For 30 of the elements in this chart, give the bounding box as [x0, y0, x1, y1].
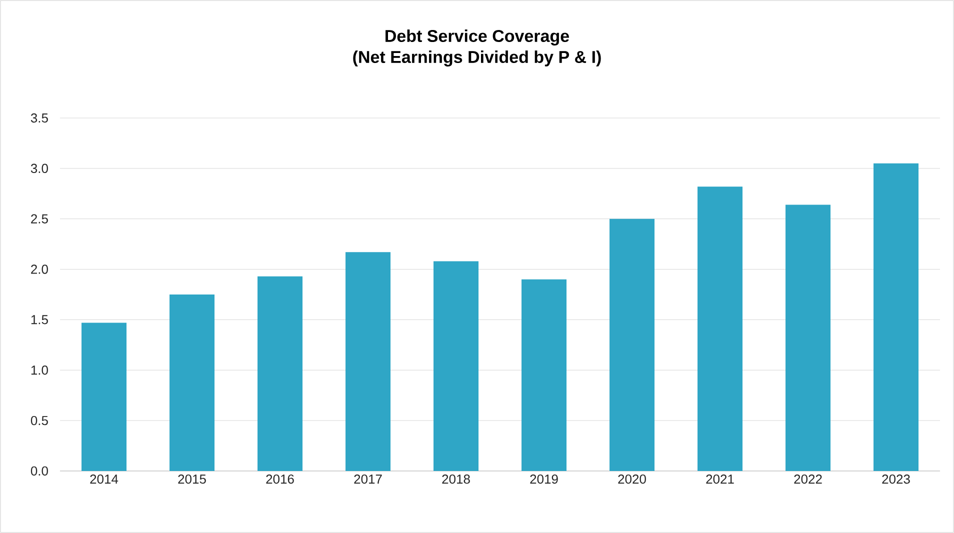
bar [170, 294, 215, 471]
bar [786, 204, 831, 471]
bar [698, 186, 743, 471]
x-tick-label: 2016 [266, 474, 294, 484]
x-tick-label: 2014 [90, 474, 118, 484]
chart-title: Debt Service Coverage [386, 30, 569, 46]
bar [258, 276, 303, 471]
x-tick-label: 2019 [530, 474, 558, 484]
x-tick-label: 2017 [354, 474, 382, 484]
y-tick-label: 0.0 [30, 466, 48, 476]
x-tick-label: 2023 [882, 474, 910, 484]
y-tick-label: 2.5 [31, 214, 48, 224]
y-tick-label: 3.0 [30, 164, 48, 174]
x-tick-label: 2020 [618, 474, 646, 484]
x-tick-label: 2015 [178, 474, 206, 484]
bar [874, 163, 919, 471]
bar [610, 218, 655, 471]
bar [522, 279, 567, 471]
bar [434, 261, 479, 471]
y-tick-label: 1.5 [31, 315, 48, 324]
x-tick-label: 2018 [442, 474, 470, 484]
bar [346, 252, 391, 471]
bar [82, 322, 127, 471]
x-tick-label: 2022 [794, 474, 822, 484]
y-tick-label: 3.5 [30, 113, 48, 123]
y-tick-label: 1.0 [31, 366, 48, 375]
x-tick-label: 2021 [706, 474, 734, 484]
chart-subtitle: (Net Earnings Divided by P & I) [353, 50, 601, 66]
y-tick-label: 0.5 [30, 416, 48, 426]
y-tick-label: 2.0 [31, 264, 48, 274]
